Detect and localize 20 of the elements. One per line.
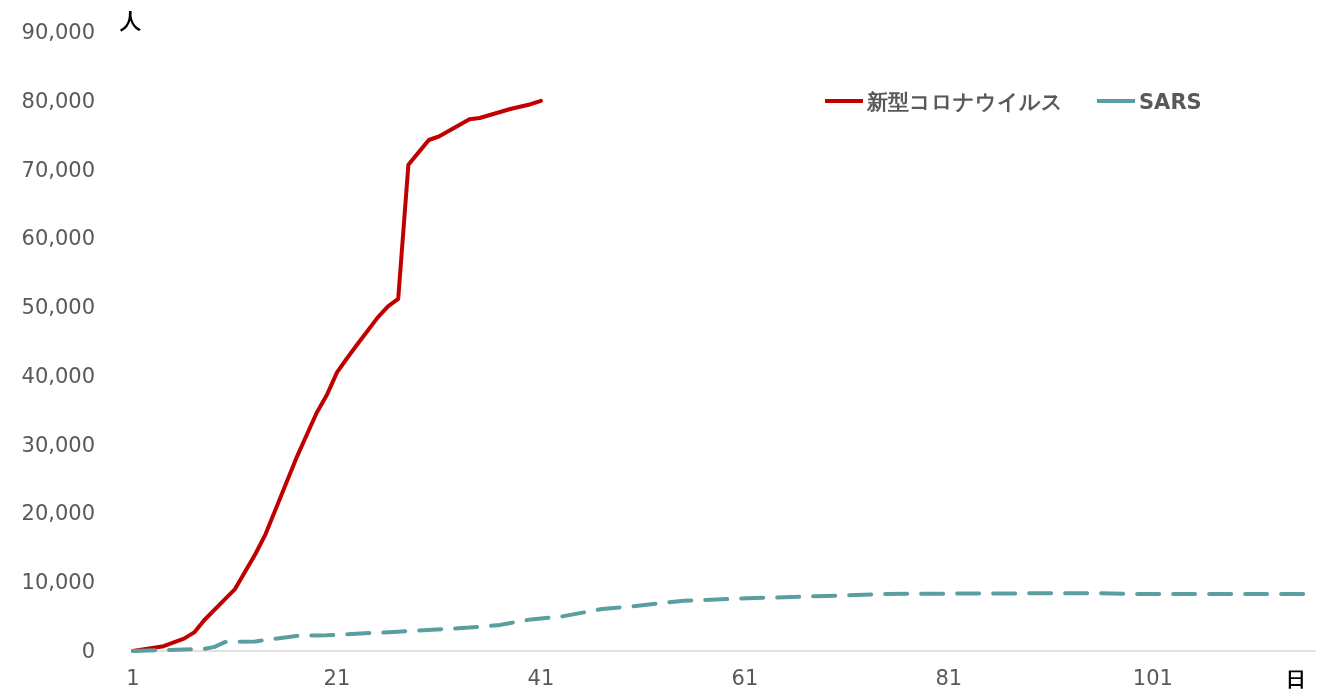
- y-axis-title: 人: [118, 9, 142, 33]
- y-tick-label: 90,000: [21, 20, 95, 44]
- y-tick-label: 60,000: [21, 226, 95, 251]
- y-tick-label: 50,000: [21, 295, 95, 320]
- y-tick-label: 70,000: [21, 157, 95, 182]
- y-tick-label: 30,000: [21, 432, 95, 457]
- x-axis-title: 日: [1286, 667, 1306, 691]
- y-tick-label: 10,000: [21, 570, 95, 595]
- y-tick-label: 40,000: [21, 363, 95, 388]
- x-tick-label: 41: [527, 666, 555, 690]
- x-tick-label: 101: [1132, 666, 1173, 690]
- legend-label: SARS: [1139, 90, 1202, 114]
- x-tick-label: 21: [323, 666, 351, 690]
- y-tick-label: 80,000: [21, 88, 95, 113]
- legend-label: 新型コロナウイルス: [866, 90, 1063, 114]
- x-tick-label: 61: [731, 666, 759, 690]
- x-tick-label: 1: [126, 666, 140, 690]
- y-tick-label: 20,000: [21, 501, 95, 526]
- y-tick-label: 0: [81, 639, 95, 663]
- x-tick-label: 81: [935, 666, 963, 690]
